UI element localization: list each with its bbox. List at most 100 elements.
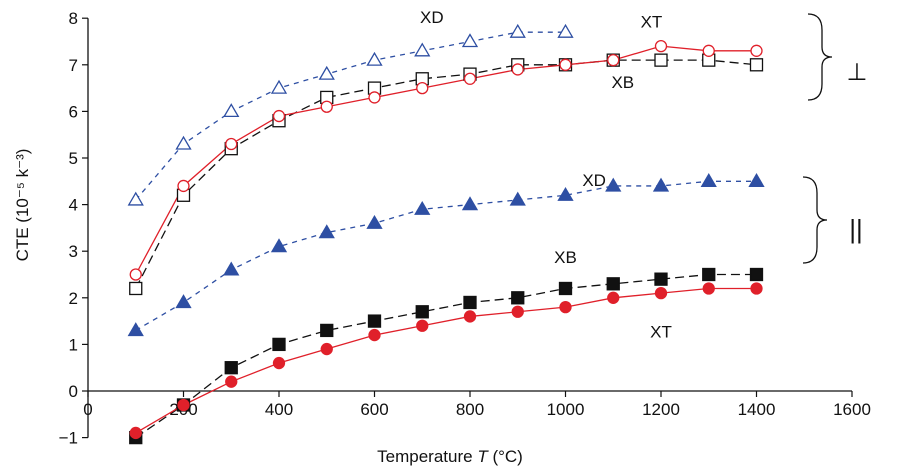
data-point-square bbox=[224, 361, 238, 375]
series-label: XT bbox=[650, 322, 672, 341]
data-point-triangle bbox=[223, 103, 240, 118]
data-point-circle bbox=[272, 356, 286, 370]
data-point-square bbox=[463, 295, 477, 310]
data-point-circle bbox=[463, 72, 477, 85]
x-axis-label: Temperature T (°C) bbox=[377, 447, 523, 466]
data-point-square bbox=[558, 281, 573, 296]
data-point-triangle bbox=[175, 135, 192, 150]
series-label: XD bbox=[420, 8, 444, 27]
data-point-square bbox=[272, 337, 286, 352]
data-point-circle bbox=[225, 375, 238, 388]
data-point-triangle bbox=[366, 214, 383, 229]
data-point-triangle bbox=[557, 186, 574, 201]
series-label: XB bbox=[611, 73, 634, 92]
x-tick-label: 1600 bbox=[833, 400, 871, 419]
data-point-circle bbox=[654, 40, 668, 53]
data-point-triangle bbox=[700, 173, 717, 187]
axes: −101234567802004006008001000120014001600 bbox=[59, 9, 871, 447]
group-brace bbox=[807, 13, 833, 101]
data-point-circle bbox=[511, 63, 524, 76]
y-tick-label: 7 bbox=[69, 56, 78, 75]
data-point-circle bbox=[654, 286, 668, 300]
series-line bbox=[135, 273, 757, 439]
data-point-triangle bbox=[461, 196, 479, 211]
x-tick-label: 1400 bbox=[738, 400, 776, 419]
series-line bbox=[135, 31, 566, 201]
data-point-circle bbox=[559, 58, 572, 71]
data-point-square bbox=[702, 267, 716, 282]
data-point-square bbox=[749, 58, 764, 72]
y-tick-label: 1 bbox=[69, 335, 78, 354]
data-point-triangle bbox=[605, 177, 622, 192]
data-point-square bbox=[511, 291, 525, 305]
data-point-triangle bbox=[175, 294, 192, 309]
data-point-square bbox=[320, 323, 334, 338]
y-tick-label: 6 bbox=[69, 102, 78, 121]
y-tick-label: 5 bbox=[69, 149, 78, 168]
data-point-square bbox=[606, 277, 620, 291]
data-point-triangle bbox=[509, 191, 526, 206]
data-point-circle bbox=[750, 282, 763, 295]
data-point-triangle bbox=[414, 200, 431, 215]
data-point-triangle bbox=[127, 322, 144, 337]
y-tick-label: 0 bbox=[69, 382, 78, 401]
group-label-parallel: || bbox=[849, 214, 863, 244]
y-tick-label: −1 bbox=[59, 429, 78, 448]
data-point-circle bbox=[463, 310, 477, 323]
data-point-circle bbox=[559, 300, 572, 314]
data-point-square bbox=[749, 267, 764, 282]
group-brace bbox=[802, 176, 828, 264]
data-point-square bbox=[129, 281, 143, 296]
data-point-square bbox=[415, 305, 429, 319]
series-line bbox=[135, 45, 757, 275]
data-point-triangle bbox=[223, 261, 240, 276]
y-tick-label: 4 bbox=[69, 196, 78, 215]
x-tick-label: 0 bbox=[83, 400, 92, 419]
data-point-triangle bbox=[461, 33, 479, 48]
data-point-circle bbox=[177, 179, 190, 193]
series-label: XD bbox=[582, 171, 606, 190]
data-point-circle bbox=[750, 44, 763, 57]
y-axis-label: CTE (10⁻⁵ k⁻³) bbox=[13, 149, 32, 262]
series-label: XT bbox=[641, 13, 663, 32]
data-point-triangle bbox=[270, 238, 288, 253]
data-point-triangle bbox=[414, 42, 431, 57]
data-point-circle bbox=[702, 44, 715, 57]
data-point-square bbox=[654, 272, 668, 286]
data-point-square bbox=[367, 314, 382, 328]
y-tick-label: 2 bbox=[69, 289, 78, 308]
data-point-triangle bbox=[509, 23, 526, 38]
data-point-circle bbox=[368, 91, 381, 104]
data-point-circle bbox=[320, 100, 333, 113]
series-markers bbox=[127, 23, 765, 445]
data-point-circle bbox=[702, 282, 715, 295]
x-tick-label: 1000 bbox=[547, 400, 585, 419]
series-line bbox=[135, 59, 757, 289]
x-tick-label: 600 bbox=[360, 400, 388, 419]
y-tick-label: 3 bbox=[69, 242, 78, 261]
data-point-triangle bbox=[652, 177, 670, 192]
data-point-circle bbox=[368, 328, 381, 342]
data-point-circle bbox=[416, 81, 429, 95]
data-point-circle bbox=[607, 291, 620, 304]
series-line bbox=[135, 180, 757, 331]
data-point-triangle bbox=[318, 65, 335, 80]
group-label-perpendicular: ⊥ bbox=[847, 59, 868, 86]
data-point-circle bbox=[272, 109, 286, 123]
data-point-triangle bbox=[270, 79, 288, 94]
data-point-circle bbox=[607, 53, 620, 67]
data-point-triangle bbox=[557, 23, 574, 38]
data-point-triangle bbox=[748, 173, 765, 187]
data-point-triangle bbox=[127, 191, 144, 206]
x-tick-label: 1200 bbox=[642, 400, 680, 419]
data-point-circle bbox=[129, 426, 142, 440]
x-tick-label: 400 bbox=[265, 400, 293, 419]
annotations: XD XT XB XD XB XT ⊥ || bbox=[420, 8, 867, 342]
series-lines bbox=[135, 31, 757, 439]
data-point-circle bbox=[416, 319, 429, 332]
data-point-circle bbox=[511, 305, 524, 318]
data-point-triangle bbox=[318, 224, 335, 239]
data-point-circle bbox=[177, 398, 190, 412]
y-tick-label: 8 bbox=[69, 9, 78, 28]
